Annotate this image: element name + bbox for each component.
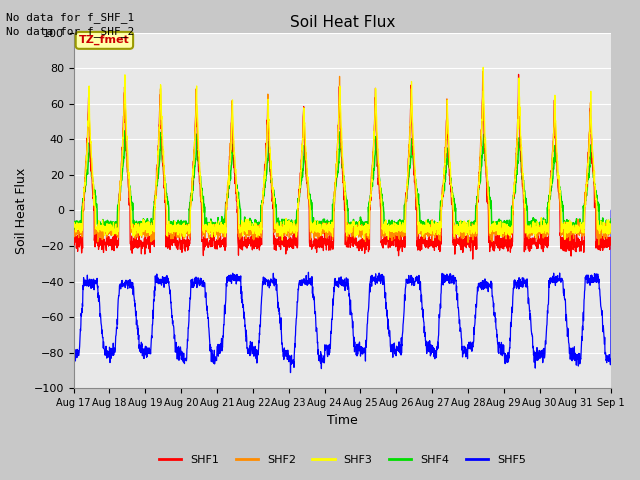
Text: TZ_fmet: TZ_fmet xyxy=(79,35,130,46)
Text: No data for f_SHF_1: No data for f_SHF_1 xyxy=(6,12,134,23)
Y-axis label: Soil Heat Flux: Soil Heat Flux xyxy=(15,168,28,253)
Text: No data for f_SHF_2: No data for f_SHF_2 xyxy=(6,26,134,37)
Title: Soil Heat Flux: Soil Heat Flux xyxy=(290,15,395,30)
Legend: SHF1, SHF2, SHF3, SHF4, SHF5: SHF1, SHF2, SHF3, SHF4, SHF5 xyxy=(154,451,531,470)
X-axis label: Time: Time xyxy=(327,414,358,427)
